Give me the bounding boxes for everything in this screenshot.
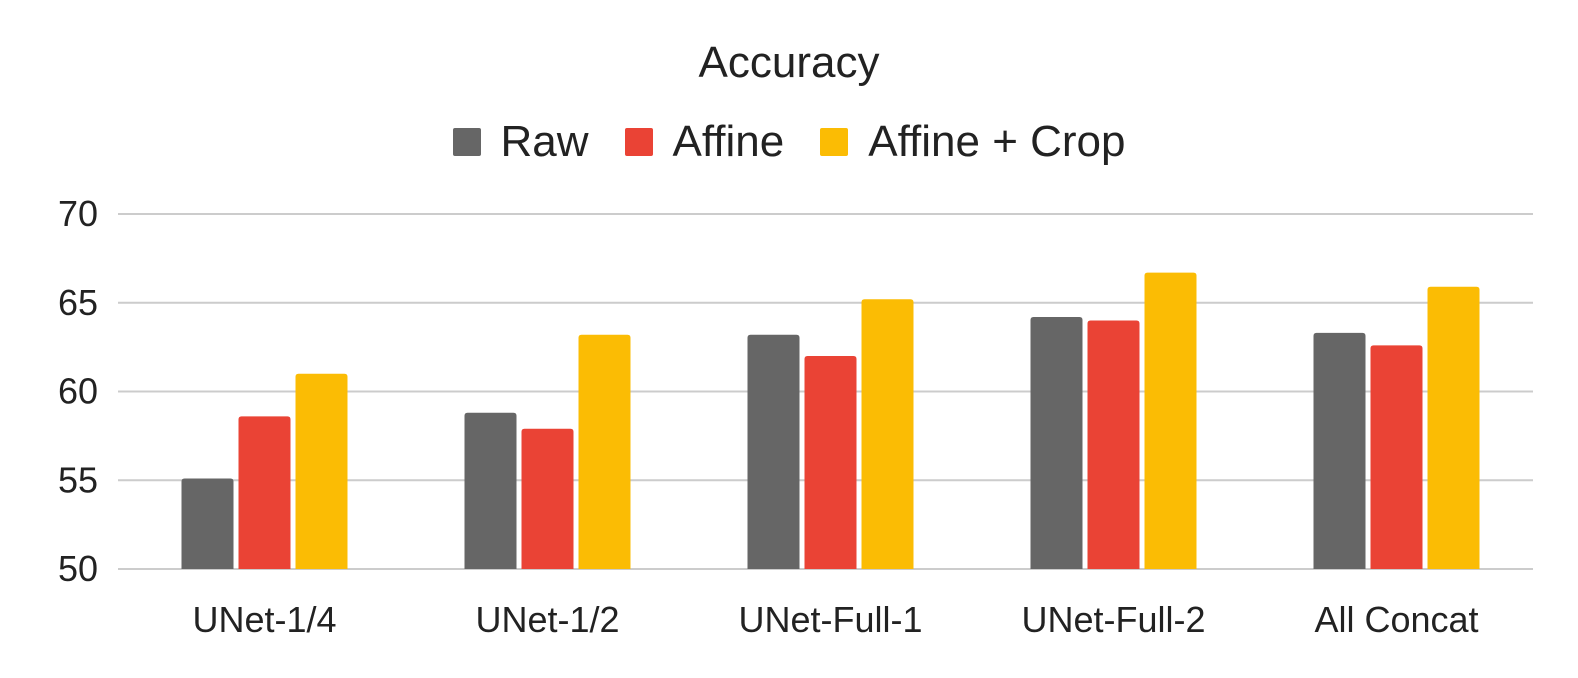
- bar-affine-4: [1370, 345, 1423, 569]
- legend-swatch-affine-crop: [820, 128, 849, 156]
- legend-swatch-affine: [624, 128, 653, 156]
- bar-raw-1: [464, 412, 517, 569]
- bar-affine-crop-1: [578, 334, 631, 569]
- bar-affine-crop-0: [295, 373, 348, 569]
- bar-raw-0: [181, 478, 234, 569]
- bar-raw-4: [1313, 332, 1366, 569]
- y-tick-label: 60: [58, 371, 98, 412]
- bar-affine-crop-2: [861, 299, 914, 569]
- x-tick-label: UNet-1/2: [475, 599, 619, 640]
- legend-label-raw: Raw: [500, 117, 589, 166]
- bar-raw-2: [747, 334, 800, 569]
- bar-affine-0: [238, 416, 291, 569]
- legend: Raw Affine Affine + Crop: [0, 116, 1578, 168]
- y-tick-label: 55: [58, 459, 98, 500]
- y-tick-label: 50: [58, 548, 98, 589]
- bar-affine-3: [1087, 320, 1140, 569]
- legend-item-affine: Affine: [624, 116, 785, 168]
- y-tick-label: 65: [58, 282, 98, 323]
- legend-swatch-raw: [452, 128, 481, 156]
- legend-item-affine-crop: Affine + Crop: [820, 116, 1125, 168]
- x-tick-label: UNet-Full-2: [1021, 599, 1205, 640]
- bar-affine-1: [521, 428, 574, 569]
- x-tick-label: UNet-Full-1: [738, 599, 922, 640]
- bar-affine-crop-4: [1427, 286, 1480, 569]
- chart-title: Accuracy: [698, 38, 880, 87]
- bar-affine-crop-3: [1144, 272, 1197, 569]
- x-tick-label: All Concat: [1314, 599, 1478, 640]
- y-tick-label: 70: [58, 193, 98, 234]
- legend-label-affine: Affine: [672, 117, 785, 166]
- legend-label-affine-crop: Affine + Crop: [868, 117, 1126, 166]
- bar-raw-3: [1030, 316, 1083, 569]
- legend-item-raw: Raw: [452, 116, 589, 168]
- x-tick-label: UNet-1/4: [192, 599, 336, 640]
- bar-affine-2: [804, 356, 857, 569]
